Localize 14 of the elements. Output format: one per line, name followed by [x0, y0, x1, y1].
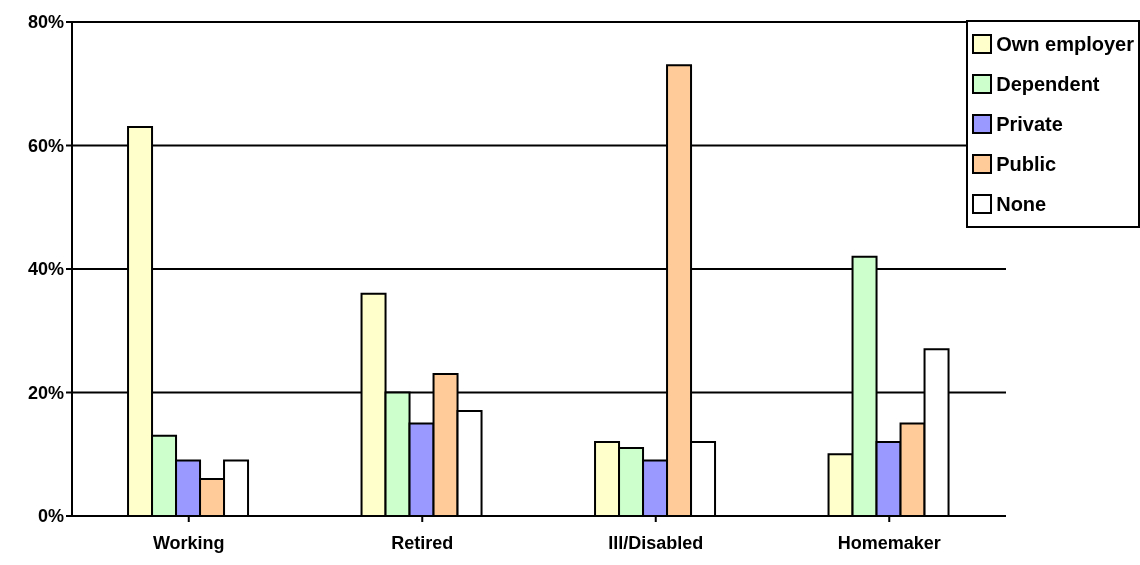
- y-tick-label: 20%: [27, 382, 64, 403]
- legend-label: Private: [996, 112, 1063, 136]
- y-tick-label: 0%: [37, 506, 64, 527]
- legend-label: None: [996, 192, 1047, 216]
- x-tick-label: Retired: [391, 532, 454, 553]
- y-tick-label: 40%: [27, 259, 64, 280]
- x-tick-label: Working: [152, 532, 225, 553]
- x-tick-label: Homemaker: [837, 532, 941, 553]
- y-tick-label: 60%: [27, 135, 64, 156]
- legend-label: Dependent: [996, 72, 1100, 96]
- legend-label: Public: [996, 152, 1057, 176]
- legend-label: Own employer: [996, 32, 1134, 56]
- x-tick-label: Ill/Disabled: [608, 532, 704, 553]
- y-tick-label: 80%: [27, 12, 64, 33]
